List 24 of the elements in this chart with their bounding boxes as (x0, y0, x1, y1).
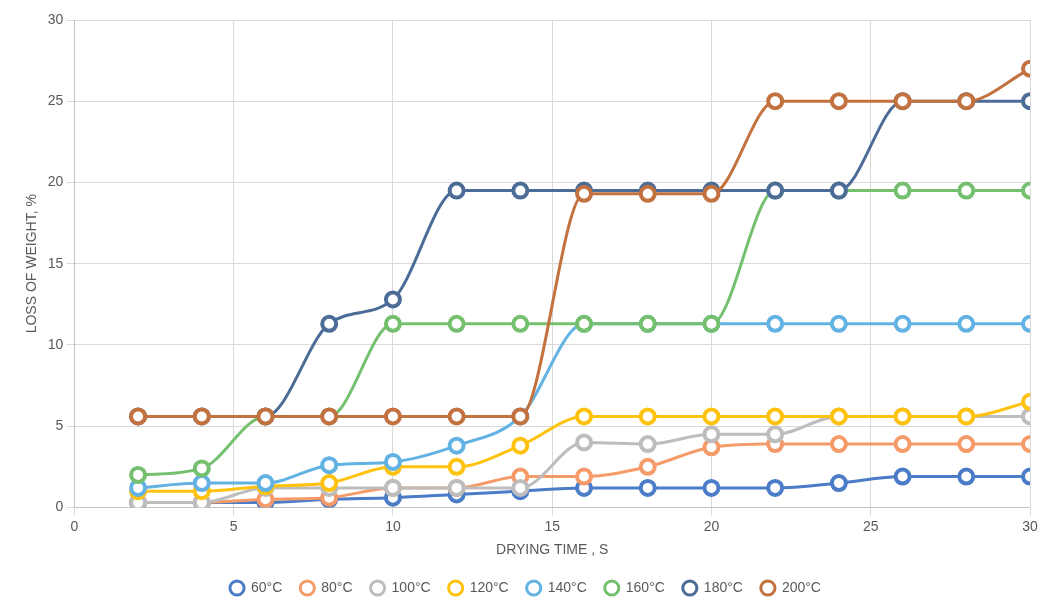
legend-label: 200°C (781, 578, 821, 595)
x-tick-label: 25 (862, 517, 879, 534)
legend-label: 180°C (703, 578, 743, 595)
legend-label: 80°C (321, 578, 353, 595)
y-tick-label: 0 (55, 498, 64, 515)
y-tick-label: 5 (55, 417, 64, 434)
x-tick-label: 15 (544, 517, 561, 534)
x-tick-label: 10 (385, 517, 401, 534)
y-tick-label: 30 (47, 10, 64, 27)
x-tick-label: 30 (1022, 517, 1038, 534)
legend-label: 160°C (625, 578, 665, 595)
legend-label: 140°C (547, 578, 587, 595)
x-tick-label: 5 (229, 517, 238, 534)
x-tick-label: 0 (70, 517, 79, 534)
x-axis-title: DRYING TIME , S (496, 541, 609, 558)
legend-label: 100°C (391, 578, 431, 595)
y-tick-label: 10 (47, 335, 64, 352)
y-tick-label: 15 (47, 254, 64, 271)
legend-label: 120°C (469, 578, 509, 595)
y-axis-title: LOSS OF WEIGHT, % (23, 194, 40, 334)
y-tick-label: 20 (47, 173, 64, 190)
y-tick-label: 25 (47, 92, 64, 109)
x-tick-label: 20 (703, 517, 720, 534)
legend-label: 60°C (251, 578, 283, 595)
